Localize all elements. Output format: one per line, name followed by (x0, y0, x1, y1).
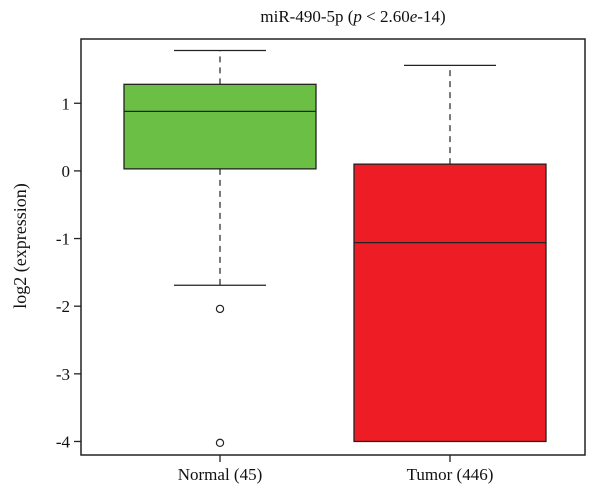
iqr-box (353, 163, 547, 443)
outlier-point (215, 438, 225, 448)
iqr-box (123, 83, 317, 170)
chart-title-p: p (352, 7, 362, 26)
box-group (353, 64, 547, 443)
y-tick-label: 1 (62, 94, 71, 113)
x-axis: Normal (45) Tumor (446) (178, 455, 494, 484)
y-tick-label: 0 (62, 162, 71, 181)
y-tick-label: -2 (56, 297, 70, 316)
y-axis-label: log2 (expression) (10, 183, 31, 308)
chart-title: miR-490-5p (p < 2.60e-14) (260, 7, 445, 26)
y-tick-label: -4 (56, 432, 71, 451)
chart-title-mid: < 2.60 (362, 7, 410, 26)
plot-content (123, 49, 547, 448)
outlier-point (215, 304, 225, 314)
box-group (123, 49, 317, 448)
plot-frame (80, 38, 586, 456)
y-tick-label: -3 (56, 365, 70, 384)
chart-title-main: miR-490-5p ( (260, 7, 353, 26)
y-axis: 1 0 -1 -2 -3 -4 (56, 94, 81, 451)
chart-title-e: e (410, 7, 418, 26)
x-tick-label: Normal (45) (178, 465, 263, 484)
y-tick-label: -1 (56, 230, 70, 249)
x-tick-label: Tumor (446) (407, 465, 494, 484)
chart-title-tail: -14) (417, 7, 445, 26)
